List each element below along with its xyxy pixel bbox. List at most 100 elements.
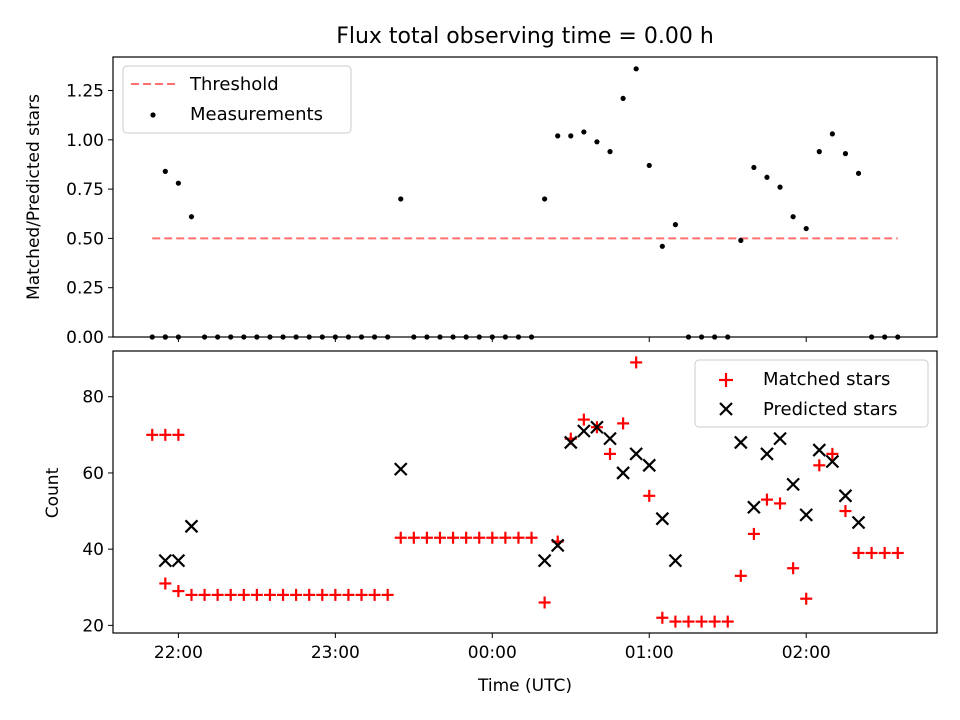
matched-point [721,615,734,628]
measurement-point [555,133,561,139]
matched-point [774,497,787,510]
predicted-point [537,553,552,568]
matched-point [433,531,446,544]
bottom-y-tick-label: 60 [82,464,104,484]
legend-predicted-label: Predicted stars [763,399,897,420]
matched-point [747,527,760,540]
matched-point [734,569,747,582]
matched-point [198,588,211,601]
matched-point [250,588,263,601]
matched-point [878,546,891,559]
matched-point [237,588,250,601]
predicted-point-b [799,508,813,522]
matched-point [460,531,473,544]
predicted-point [851,515,866,530]
matched-point [447,531,460,544]
top-y-tick-label: 1.00 [66,131,104,151]
matched-point [342,588,355,601]
measurement-point [581,129,587,135]
predicted-point [577,424,591,438]
matched-point [760,493,773,506]
measurement-point [751,164,757,171]
legend-matched-swatch [719,373,733,387]
legend-matched-label: Matched stars [763,369,890,390]
top-legend-box [122,65,352,134]
top-y-tick-label: 0.25 [66,279,104,299]
bottom-y-tick-label: 20 [82,616,104,636]
top-legend: Threshold Measurements [122,65,352,134]
measurement-point [398,196,404,202]
matched-point [800,592,813,605]
matched-point [420,531,433,544]
predicted-point [158,553,173,568]
predicted-point [590,420,604,434]
matched-point [486,531,499,544]
bottom-y-axis-label: Count [43,467,63,518]
predicted-point-b [603,431,617,446]
matched-point [316,588,329,601]
predicted-point-b [590,420,604,434]
matched-point [303,588,316,601]
predicted-point [655,511,670,526]
predicted-point-b [773,431,787,446]
measurement-point [607,149,613,155]
top-panel: Flux total observing time = 0.00 h 0.000… [24,24,938,348]
matched-point [185,588,198,601]
matched-point [643,489,656,502]
bottom-x-tick-label: 00:00 [468,643,517,663]
bottom-x-tick-label: 23:00 [311,643,360,663]
measurement-point [842,151,849,157]
top-y-tick-label: 0.00 [66,328,104,348]
predicted-point-b [171,553,186,568]
predicted-point-b [563,435,578,450]
predicted-point-b [760,447,774,461]
predicted-point-b [838,489,853,503]
predicted-point [603,431,617,446]
matched-point [669,615,682,628]
legend-measurements-label: Measurements [190,104,323,125]
predicted-point [184,519,199,534]
measurement-point [855,170,862,176]
matched-point [617,417,630,430]
predicted-point-b [734,435,748,450]
matched-point [604,447,617,460]
measurement-point [633,66,639,72]
bottom-plot-frame [112,350,938,634]
matched-point [290,588,303,601]
matched-point [538,596,551,609]
measurement-point [672,222,679,228]
matched-point [630,356,643,369]
matched-point [159,577,172,590]
predicted-point [550,538,565,553]
matched-point [263,588,276,601]
predicted-point [760,447,774,461]
measurement-point [646,162,652,169]
matched-point [813,459,826,472]
matched-point [891,546,904,559]
matched-point [499,531,512,544]
measurement-point [568,133,574,139]
predicted-point-b [786,477,800,492]
top-y-tick-label: 0.75 [66,180,104,200]
bottom-x-tick-label: 02:00 [782,643,831,663]
measurement-point [829,131,835,137]
bottom-legend-box [694,359,929,428]
predicted-point [747,500,761,515]
matched-point [172,428,185,441]
predicted-point-b [825,454,840,469]
predicted-point [773,431,787,446]
matched-point [682,615,695,628]
matched-point [146,428,159,441]
measurement-point [594,139,600,145]
matched-point [277,588,290,601]
measurement-point [790,214,796,220]
predicted-point-b [812,443,827,457]
predicted-point-b [184,519,199,534]
matched-point [473,531,486,544]
predicted-point-b [668,553,683,568]
matched-point [407,531,420,544]
bottom-x-ticks: 22:00 23:00 00:00 01:00 02:00 [154,633,831,663]
predicted-point [629,447,643,461]
predicted-point [786,477,800,492]
